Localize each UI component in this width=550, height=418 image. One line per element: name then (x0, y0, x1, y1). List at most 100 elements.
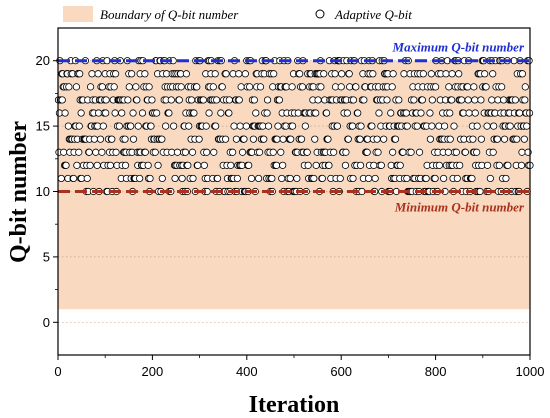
data-point (452, 148, 460, 156)
data-point (222, 70, 230, 78)
data-point (138, 109, 147, 117)
data-point (287, 135, 295, 143)
data-point (500, 135, 509, 143)
data-point (427, 70, 435, 78)
data-point (333, 122, 342, 130)
x-tick-label-600: 600 (330, 364, 352, 379)
data-point (403, 122, 411, 130)
data-point (242, 122, 250, 130)
data-point (229, 148, 237, 156)
data-point (221, 135, 230, 143)
data-point (256, 83, 265, 91)
data-point (493, 135, 502, 143)
data-point (148, 96, 156, 104)
data-point (129, 135, 138, 143)
data-point (263, 96, 272, 104)
data-point (337, 83, 345, 91)
data-point (440, 122, 449, 130)
data-point (92, 148, 100, 156)
data-point (298, 83, 307, 91)
data-point (238, 148, 247, 156)
data-point (260, 135, 268, 143)
data-point (428, 96, 436, 104)
data-point (175, 96, 183, 104)
data-point (144, 161, 152, 169)
data-point (344, 135, 352, 143)
data-point (247, 174, 256, 183)
x-tick-label-400: 400 (236, 364, 258, 379)
data-point (318, 174, 326, 183)
data-point (417, 109, 425, 117)
data-point (170, 122, 178, 130)
y-tick-label-15: 15 (36, 119, 50, 134)
data-point (60, 148, 68, 156)
data-point (158, 135, 166, 143)
data-point (235, 70, 243, 78)
data-point (106, 161, 114, 169)
data-point (470, 83, 478, 91)
data-point (255, 148, 264, 156)
data-point (154, 161, 162, 169)
data-point (464, 83, 472, 91)
data-point (435, 161, 443, 169)
data-point (111, 70, 120, 78)
data-point (98, 148, 106, 156)
data-point (431, 83, 440, 91)
legend-band-swatch (63, 6, 93, 22)
data-point (490, 122, 498, 130)
data-point (133, 96, 141, 104)
data-point (521, 96, 529, 104)
minimum-q-bit-annotation: Minimum Q-bit number (394, 200, 525, 215)
data-point (483, 161, 492, 169)
data-point (446, 109, 454, 117)
data-point (86, 161, 94, 169)
data-point (151, 148, 159, 156)
data-point (212, 122, 220, 130)
data-point (171, 174, 179, 183)
data-point (235, 96, 243, 104)
data-point (181, 148, 190, 156)
data-point (132, 83, 140, 91)
data-point (184, 161, 192, 169)
data-point (400, 70, 408, 78)
data-point (331, 70, 339, 78)
y-axis-title: Q-bit number (6, 121, 32, 263)
data-point (444, 148, 452, 156)
data-point (199, 96, 207, 104)
data-point (177, 83, 185, 91)
data-point (312, 109, 320, 117)
data-point (94, 70, 102, 78)
data-point (250, 96, 258, 104)
data-point (195, 135, 203, 143)
data-point (115, 122, 123, 130)
data-point (286, 174, 294, 183)
data-point (450, 122, 458, 130)
data-point (264, 122, 273, 130)
data-point (112, 148, 120, 156)
data-point (301, 122, 309, 130)
data-point (342, 148, 350, 156)
data-point (129, 109, 137, 117)
data-point (486, 174, 494, 183)
data-point (75, 148, 83, 156)
data-point (312, 161, 320, 169)
data-point (354, 109, 362, 117)
data-point (521, 83, 529, 91)
data-point (111, 109, 119, 117)
data-point (269, 148, 277, 156)
data-point (461, 148, 469, 156)
data-point (422, 174, 430, 183)
data-point (146, 174, 154, 183)
data-point (62, 161, 70, 169)
data-point (85, 148, 93, 156)
data-point (252, 109, 260, 117)
data-point (293, 174, 301, 183)
data-point (102, 109, 110, 117)
y-tick-label-20: 20 (36, 53, 50, 68)
x-tick-label-0: 0 (54, 364, 61, 379)
data-point (83, 174, 91, 183)
data-point (72, 83, 81, 91)
data-point (167, 96, 175, 104)
data-point (65, 83, 73, 91)
data-point (189, 174, 197, 183)
